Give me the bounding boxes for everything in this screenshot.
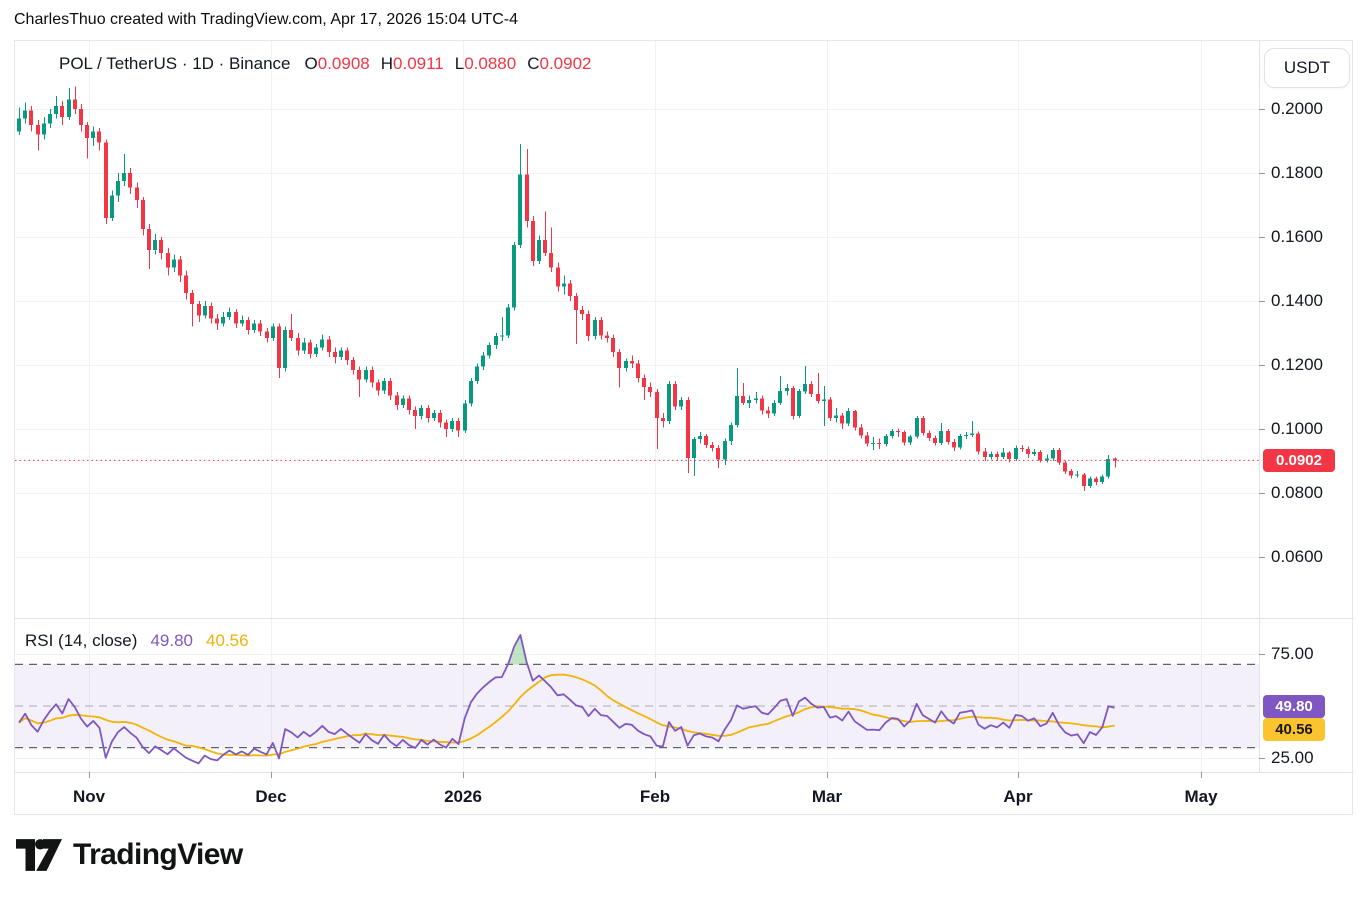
time-axis-label-2026: 2026 xyxy=(444,787,482,806)
ohlc-values: O 0.0908 H 0.0911 L 0.0880 C 0.0902 xyxy=(305,54,592,74)
rsi-ma-legend-value: 40.56 xyxy=(205,631,249,650)
ohlc-open: O 0.0908 xyxy=(304,54,370,73)
rsi-line xyxy=(18,634,1115,765)
ohlc-low: L 0.0880 xyxy=(454,54,517,73)
rsi-tick-label: 75.00 xyxy=(1271,644,1314,663)
price-tick-label: 0.1600 xyxy=(1271,227,1323,246)
tradingview-logo-text: TradingView xyxy=(73,838,243,871)
price-tick-label: 0.0600 xyxy=(1271,547,1323,566)
price-tick-label: 0.1800 xyxy=(1271,163,1323,182)
time-axis-label-apr: Apr xyxy=(1003,787,1033,806)
rsi-ma-value-badge: 40.56 xyxy=(1263,718,1325,741)
currency-unit-label: USDT xyxy=(1283,58,1331,77)
ohlc-high: H 0.0911 xyxy=(380,54,444,73)
tradingview-logo[interactable]: TradingView xyxy=(16,838,243,872)
time-axis-label-nov: Nov xyxy=(72,787,106,806)
ohlc-close: C 0.0902 xyxy=(527,54,592,73)
price-tick-label: 0.1200 xyxy=(1271,355,1323,374)
rsi-legend: RSI (14, close) 49.80 40.56 xyxy=(25,630,249,652)
rsi-legend-value: 49.80 xyxy=(150,631,193,650)
price-tick-label: 0.0800 xyxy=(1271,483,1323,502)
time-axis[interactable] xyxy=(15,772,1354,816)
price-tick-label: 0.2000 xyxy=(1271,99,1323,118)
attribution-text: CharlesThuo created with TradingView.com… xyxy=(14,11,518,28)
currency-unit-button[interactable]: USDT xyxy=(1264,48,1350,88)
tradingview-logo-icon xyxy=(16,839,62,871)
rsi-legend-title[interactable]: RSI (14, close) xyxy=(25,631,138,650)
chart-canvas[interactable] xyxy=(15,41,1354,816)
time-axis-label-feb: Feb xyxy=(639,787,671,806)
symbol-title[interactable]: POL / TetherUS · 1D · Binance xyxy=(59,54,291,73)
time-axis-label-dec: Dec xyxy=(255,787,287,806)
candlestick-series xyxy=(16,86,1118,492)
price-tick-label: 0.1000 xyxy=(1271,419,1323,438)
last-price-badge: 0.0902 xyxy=(1263,449,1335,472)
rsi-tick-label: 25.00 xyxy=(1271,748,1314,767)
price-tick-label: 0.1400 xyxy=(1271,291,1323,310)
rsi-value-badge: 49.80 xyxy=(1263,695,1325,718)
time-axis-label-mar: Mar xyxy=(811,787,843,806)
time-axis-label-may: May xyxy=(1184,787,1218,806)
